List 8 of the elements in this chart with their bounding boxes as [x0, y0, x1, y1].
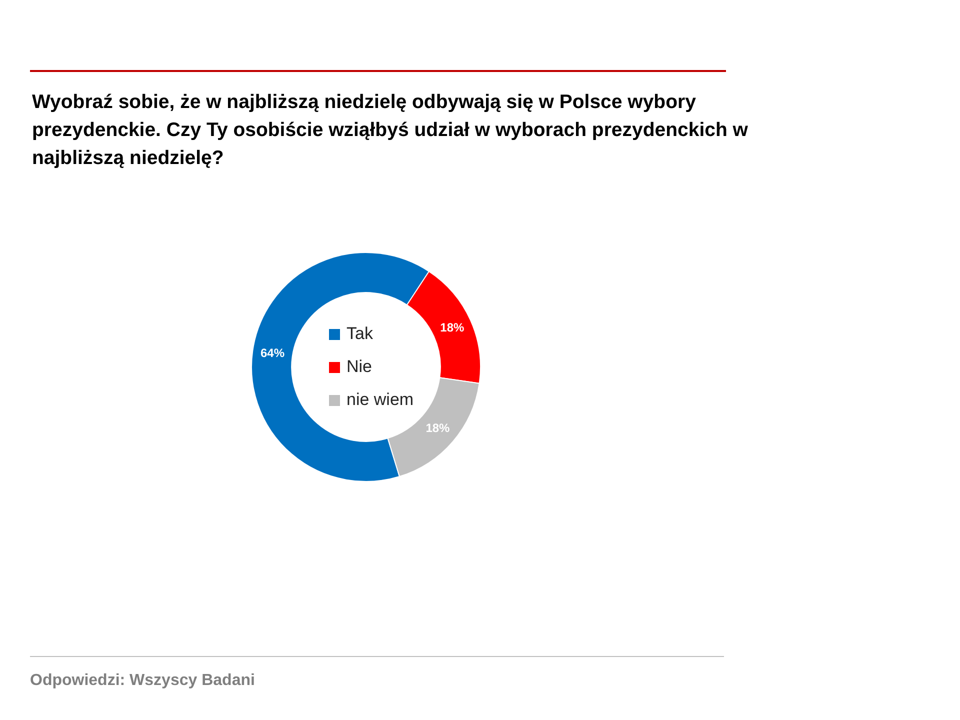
- legend-label: nie wiem: [346, 390, 414, 410]
- legend-label: Tak: [346, 324, 373, 344]
- legend-label: Nie: [346, 357, 372, 377]
- data-label: 18%: [426, 420, 450, 435]
- data-label: 18%: [440, 320, 464, 335]
- text: Odpowiedzi: Wszyscy Badani: [30, 672, 255, 690]
- chart-title: Wyobraź sobie, że w najbliższą niedzielę odbywają się w Polsce wybory prezydenckie. Czy Ty osobiście wziąłbyś udział w wyborach prezydenckich w najbliższą niedzielę?: [32, 90, 749, 171]
- data-label: 64%: [260, 346, 285, 360]
